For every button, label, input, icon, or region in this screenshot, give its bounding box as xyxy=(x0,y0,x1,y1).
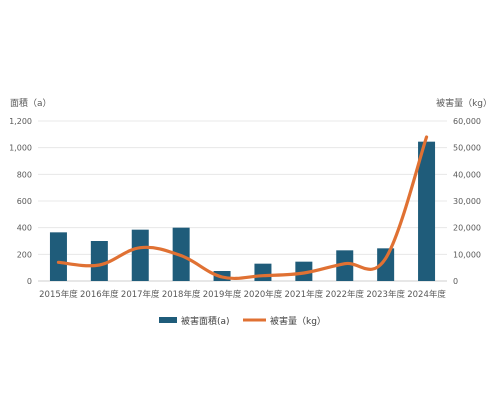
right-axis-tick-label: 50,000 xyxy=(453,144,481,153)
left-axis-label: 面積（a） xyxy=(10,97,52,109)
x-axis-tick-label: 2016年度 xyxy=(80,289,119,300)
legend: 被害面積(a) 被害量（kg） xyxy=(159,315,326,327)
line-series xyxy=(58,137,426,279)
left-axis-tick-label: 1,200 xyxy=(9,117,32,126)
left-axis-tick-label: 1,000 xyxy=(9,144,32,153)
x-axis-tick-label: 2020年度 xyxy=(244,289,283,300)
legend-bar-swatch xyxy=(159,317,177,323)
x-axis-tick-label: 2021年度 xyxy=(285,289,324,300)
axes: 0 0 200 10,000 400 20,000 600 30,000 800 40,000 1,… xyxy=(9,117,481,300)
legend-bar-label: 被害面積(a) xyxy=(181,315,230,327)
right-axis-tick-label: 60,000 xyxy=(453,117,481,126)
x-axis-tick-label: 2022年度 xyxy=(325,289,364,300)
right-axis-tick-label: 0 xyxy=(453,277,458,286)
bar xyxy=(132,230,149,281)
right-axis-tick-label: 10,000 xyxy=(453,250,481,259)
line-path xyxy=(58,137,426,278)
x-axis-tick-label: 2024年度 xyxy=(407,289,446,300)
x-axis-tick-label: 2018年度 xyxy=(162,289,201,300)
right-axis-tick-label: 20,000 xyxy=(453,224,481,233)
legend-line-label: 被害量（kg） xyxy=(270,315,326,327)
x-axis-tick-label: 2019年度 xyxy=(203,289,242,300)
left-axis-tick-label: 200 xyxy=(17,250,32,259)
right-axis-tick-label: 40,000 xyxy=(453,170,481,179)
bar xyxy=(254,264,271,281)
x-axis-tick-label: 2015年度 xyxy=(39,289,78,300)
right-axis-tick-label: 30,000 xyxy=(453,197,481,206)
bar xyxy=(91,241,108,281)
bar-series xyxy=(50,142,435,281)
bar xyxy=(50,232,67,281)
right-axis-label: 被害量（kg） xyxy=(436,97,492,109)
left-axis-tick-label: 0 xyxy=(27,277,32,286)
x-axis-tick-label: 2017年度 xyxy=(121,289,160,300)
left-axis-tick-label: 400 xyxy=(17,224,32,233)
left-axis-tick-label: 800 xyxy=(17,170,32,179)
left-axis-tick-label: 600 xyxy=(17,197,32,206)
x-axis-tick-label: 2023年度 xyxy=(366,289,405,300)
